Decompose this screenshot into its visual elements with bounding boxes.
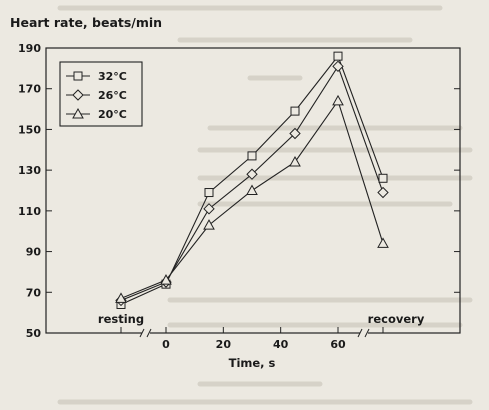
series-triangle: [115, 94, 389, 303]
series-diamond: [115, 60, 389, 307]
data-point: [377, 237, 389, 248]
data-point: [289, 155, 301, 167]
data-point: [247, 151, 257, 161]
legend-item: 20°C: [66, 107, 127, 121]
data-point: [115, 292, 127, 303]
y-tick-label: 190: [18, 42, 41, 55]
y-tick-label: 170: [18, 83, 41, 96]
x-tick-label: 20: [216, 338, 232, 351]
y-tick-label: 70: [26, 286, 42, 299]
data-point: [246, 168, 258, 180]
y-tick-label: 90: [26, 246, 42, 259]
data-point: [203, 203, 215, 215]
data-point: [289, 127, 301, 140]
legend-marker: [73, 71, 83, 81]
resting-label: resting: [98, 312, 144, 326]
legend-marker: [72, 89, 84, 101]
axis-break-right: [357, 328, 370, 338]
recovery-label: recovery: [368, 312, 425, 326]
data-point: [333, 51, 343, 61]
legend-item: 26°C: [66, 89, 127, 102]
data-point: [160, 274, 172, 285]
y-tick-label: 130: [18, 164, 41, 177]
series-line: [120, 99, 384, 299]
axis-break-left: [139, 328, 152, 338]
legend-marker: [72, 107, 84, 119]
y-axis-title: Heart rate, beats/min: [10, 15, 163, 30]
plot-frame: [45, 47, 461, 334]
legend-label: 26°C: [98, 89, 127, 102]
series-line: [120, 55, 384, 306]
y-tick-label: 50: [26, 327, 42, 340]
legend-label: 20°C: [98, 108, 127, 121]
x-tick-label: 60: [330, 338, 346, 351]
data-point: [377, 186, 389, 199]
data-point: [378, 173, 388, 183]
series-line: [120, 65, 384, 301]
legend-label: 32°C: [98, 70, 127, 83]
data-point: [290, 106, 300, 116]
x-tick-label: 40: [273, 338, 289, 351]
legend-item: 32°C: [66, 70, 127, 83]
data-point: [332, 60, 344, 73]
data-point: [332, 94, 344, 106]
data-point: [246, 184, 258, 195]
data-point: [203, 219, 215, 230]
x-tick-label: 0: [162, 338, 170, 351]
y-tick-label: 150: [18, 123, 41, 136]
y-tick-label: 110: [18, 205, 41, 218]
x-axis-title: Time, s: [229, 356, 276, 370]
data-point: [204, 188, 214, 198]
